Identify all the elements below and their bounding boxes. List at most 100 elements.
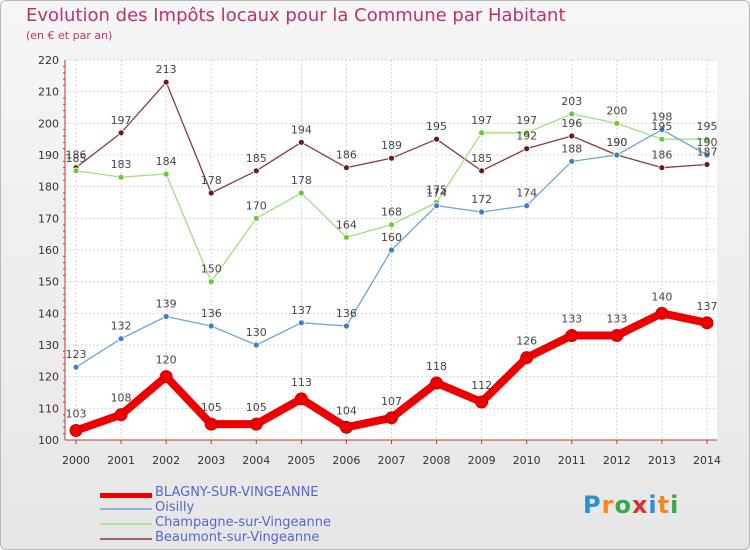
- series-point-3: [433, 135, 440, 143]
- data-label: 108: [111, 392, 132, 405]
- series-point-2: [117, 173, 125, 181]
- series-point-2: [613, 119, 621, 127]
- series-point-0: [339, 420, 353, 434]
- data-label: 195: [696, 120, 717, 133]
- x-tick-label: 2014: [693, 454, 721, 467]
- data-label: 139: [156, 298, 177, 311]
- series-point-1: [252, 341, 260, 349]
- y-tick-label: 110: [38, 402, 59, 415]
- legend-swatch-oisilly: [100, 508, 152, 510]
- logo-letter: P: [583, 491, 602, 519]
- legend-swatch-beaumont: [100, 538, 152, 540]
- y-tick-label: 140: [38, 307, 59, 320]
- data-label: 105: [246, 401, 267, 414]
- data-label: 120: [156, 354, 177, 367]
- legend-swatch-champagne: [100, 523, 152, 525]
- data-label: 185: [246, 152, 267, 165]
- data-label: 130: [246, 326, 267, 339]
- legend-swatch-blagny: [100, 493, 152, 498]
- data-label: 213: [156, 63, 177, 76]
- series-point-0: [249, 417, 263, 431]
- data-label: 113: [291, 376, 312, 389]
- series-point-1: [388, 246, 395, 254]
- data-label: 190: [606, 136, 627, 149]
- data-label: 190: [696, 136, 717, 149]
- series-point-1: [297, 319, 305, 327]
- data-label: 118: [426, 360, 447, 373]
- data-label: 172: [471, 193, 492, 206]
- series-lines: [69, 78, 714, 437]
- data-label: 197: [516, 114, 537, 127]
- data-labels: 1861972131781851941861891951851921961901…: [66, 63, 718, 420]
- series-point-3: [162, 78, 170, 86]
- logo-letter: i: [670, 491, 680, 519]
- data-label: 123: [66, 348, 87, 361]
- x-tick-label: 2012: [603, 454, 631, 467]
- data-label: 137: [696, 300, 717, 313]
- data-label: 140: [651, 290, 672, 303]
- series-point-3: [658, 164, 666, 172]
- chart-title: Evolution des Impôts locaux pour la Comm…: [26, 5, 566, 26]
- series-point-1: [72, 363, 80, 371]
- series-point-0: [700, 316, 714, 330]
- data-label: 187: [696, 146, 717, 159]
- x-tick-label: 2009: [468, 454, 496, 467]
- data-label: 168: [381, 206, 402, 219]
- data-label: 198: [651, 111, 672, 124]
- series-point-3: [523, 145, 531, 153]
- x-tick-label: 2002: [152, 454, 180, 467]
- data-label: 186: [651, 149, 672, 162]
- data-label: 186: [66, 149, 87, 162]
- data-label: 136: [201, 307, 222, 320]
- legend-label-champagne: Champagne-sur-Vingeanne: [155, 515, 331, 530]
- legend-label-oisilly: Oisilly: [155, 500, 195, 515]
- series-point-3: [297, 138, 305, 146]
- series-point-0: [655, 306, 669, 320]
- y-tick-label: 120: [38, 371, 59, 384]
- data-label: 126: [516, 335, 537, 348]
- series-point-1: [703, 151, 711, 159]
- series-point-3: [388, 154, 395, 162]
- series-point-2: [703, 135, 711, 143]
- logo-letter: r: [601, 491, 615, 519]
- data-label: 185: [66, 152, 87, 165]
- series-point-2: [388, 221, 395, 229]
- data-label: 104: [336, 404, 357, 417]
- data-label: 164: [336, 218, 357, 231]
- y-tick-label: 100: [38, 434, 59, 447]
- series-point-2: [523, 129, 531, 137]
- series-point-0: [114, 408, 128, 422]
- data-label: 183: [111, 158, 132, 171]
- data-label: 178: [291, 174, 312, 187]
- x-tick-label: 2006: [332, 454, 360, 467]
- x-tick-label: 2007: [377, 454, 405, 467]
- data-label: 197: [471, 114, 492, 127]
- data-label: 200: [606, 104, 627, 117]
- data-label: 137: [291, 304, 312, 317]
- series-point-2: [297, 189, 305, 197]
- x-tick-label: 2003: [197, 454, 225, 467]
- series-point-0: [384, 411, 398, 425]
- series-point-2: [162, 170, 170, 178]
- x-tick-label: 2010: [513, 454, 541, 467]
- series-point-1: [478, 208, 486, 216]
- y-tick-label: 170: [38, 212, 59, 225]
- data-label: 170: [246, 199, 267, 212]
- y-tick-label: 180: [38, 181, 59, 194]
- series-point-3: [568, 132, 576, 140]
- axes: 100 110 120 130 140 150 160 170 180 190 200 210 220 2…: [38, 54, 721, 467]
- series-point-3: [117, 129, 125, 137]
- y-tick-label: 150: [38, 276, 59, 289]
- data-label: 160: [381, 231, 402, 244]
- x-tick-label: 2011: [558, 454, 586, 467]
- legend-label-blagny: BLAGNY-SUR-VINGEANNE: [155, 485, 319, 500]
- data-label: 136: [336, 307, 357, 320]
- y-tick-label: 160: [38, 244, 59, 257]
- series-point-0: [565, 329, 579, 342]
- data-label: 189: [381, 139, 402, 152]
- series-point-1: [523, 202, 531, 210]
- series-point-0: [294, 392, 308, 406]
- logo-letter: t: [657, 491, 671, 519]
- data-label: 132: [111, 320, 132, 333]
- legend-label-beaumont: Beaumont-sur-Vingeanne: [155, 530, 320, 545]
